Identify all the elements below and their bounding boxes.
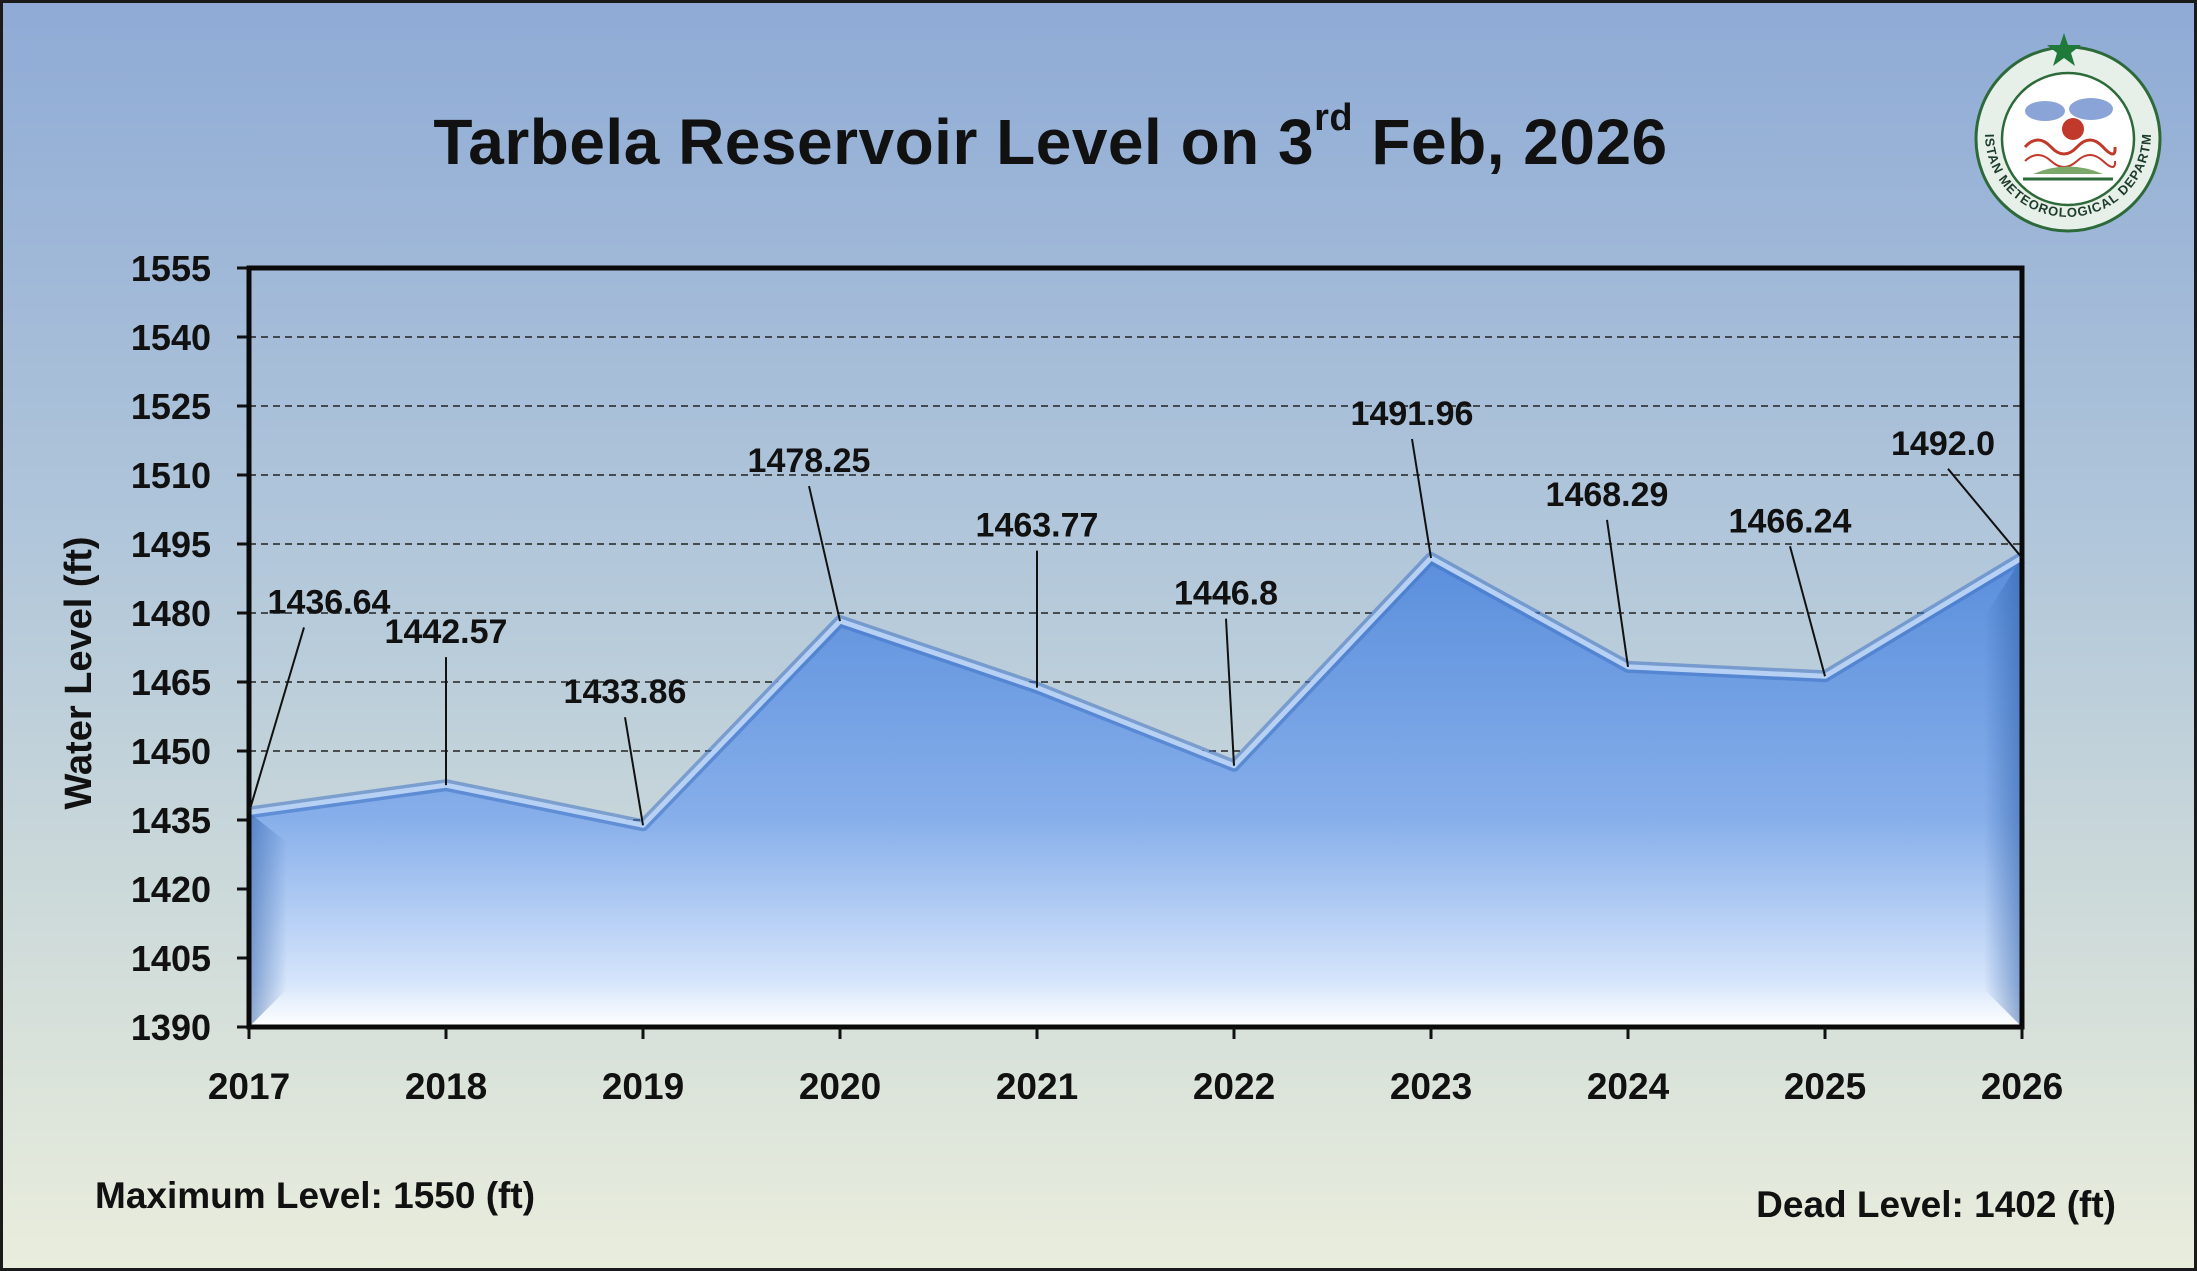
data-label: 1466.24 bbox=[1729, 502, 1852, 540]
data-label-leader bbox=[248, 627, 305, 813]
data-label-leader bbox=[1411, 438, 1432, 559]
x-tick-label: 2017 bbox=[208, 1066, 290, 1107]
data-label-leader bbox=[1947, 468, 2023, 559]
data-label-leader bbox=[1225, 618, 1235, 766]
x-tick-label: 2026 bbox=[1981, 1066, 2063, 1107]
data-label: 1442.57 bbox=[385, 613, 508, 651]
y-tick-label: 1450 bbox=[131, 731, 211, 772]
y-tick-label: 1390 bbox=[131, 1007, 211, 1048]
data-label: 1433.86 bbox=[564, 673, 687, 711]
dead-level-note: Dead Level: 1402 (ft) bbox=[1756, 1184, 2116, 1225]
y-tick-label: 1480 bbox=[131, 593, 211, 634]
data-label: 1446.8 bbox=[1174, 575, 1278, 613]
y-axis-title: Water Level (ft) bbox=[58, 536, 100, 809]
data-label-leader bbox=[808, 485, 841, 622]
x-tick-label: 2023 bbox=[1390, 1066, 1472, 1107]
title-main: Tarbela Reservoir Level on 3 bbox=[433, 106, 1315, 178]
area-chart: 1390 1405 1420 1435 1450 1465 1480 1495 1510 1525… bbox=[58, 248, 2063, 1107]
title-superscript: rd bbox=[1314, 97, 1354, 139]
x-tick-label: 2022 bbox=[1193, 1066, 1275, 1107]
pmd-emblem-icon: PAKISTAN METEOROLOGICAL DEPARTMENT bbox=[1963, 29, 2162, 233]
data-label: 1468.29 bbox=[1546, 476, 1669, 514]
x-tick-label: 2025 bbox=[1784, 1066, 1866, 1107]
y-tick-label: 1555 bbox=[131, 248, 211, 289]
y-tick-label: 1510 bbox=[131, 455, 211, 496]
y-tick-label: 1525 bbox=[131, 386, 211, 427]
x-tick-label: 2024 bbox=[1587, 1066, 1670, 1107]
maximum-level-note: Maximum Level: 1550 (ft) bbox=[95, 1175, 536, 1216]
data-label-leader bbox=[1789, 546, 1826, 677]
x-tick-label: 2020 bbox=[799, 1066, 881, 1107]
y-tick-label: 1420 bbox=[131, 869, 211, 910]
y-tick-label: 1465 bbox=[131, 662, 211, 703]
plot-border bbox=[246, 265, 2025, 1030]
area-bevel-left bbox=[249, 812, 287, 1027]
data-label: 1491.96 bbox=[1351, 395, 1474, 433]
area-fill bbox=[249, 557, 2022, 1027]
y-tick-label: 1495 bbox=[131, 524, 211, 565]
data-label: 1436.64 bbox=[268, 583, 391, 621]
data-label-leader bbox=[624, 717, 644, 826]
x-tick-label: 2018 bbox=[405, 1066, 487, 1107]
data-label: 1492.0 bbox=[1891, 425, 1995, 463]
y-tick-label: 1540 bbox=[131, 317, 211, 358]
x-tick-label: 2019 bbox=[602, 1066, 684, 1107]
title-tail: Feb, 2026 bbox=[1353, 106, 1668, 178]
axes: 1390 1405 1420 1435 1450 1465 1480 1495 1510 1525… bbox=[131, 248, 2063, 1107]
area-bevel-right bbox=[1984, 557, 2022, 1027]
area-series bbox=[248, 551, 2026, 1027]
data-label: 1478.25 bbox=[748, 442, 871, 480]
data-label: 1463.77 bbox=[976, 507, 1099, 545]
data-label-leader bbox=[1606, 519, 1629, 668]
series-line bbox=[248, 555, 2024, 828]
chart-title: Tarbela Reservoir Level on 3rd Feb, 2026 bbox=[3, 99, 2098, 179]
y-tick-label: 1405 bbox=[131, 938, 211, 979]
y-tick-label: 1435 bbox=[131, 800, 211, 841]
x-tick-label: 2021 bbox=[996, 1066, 1078, 1107]
